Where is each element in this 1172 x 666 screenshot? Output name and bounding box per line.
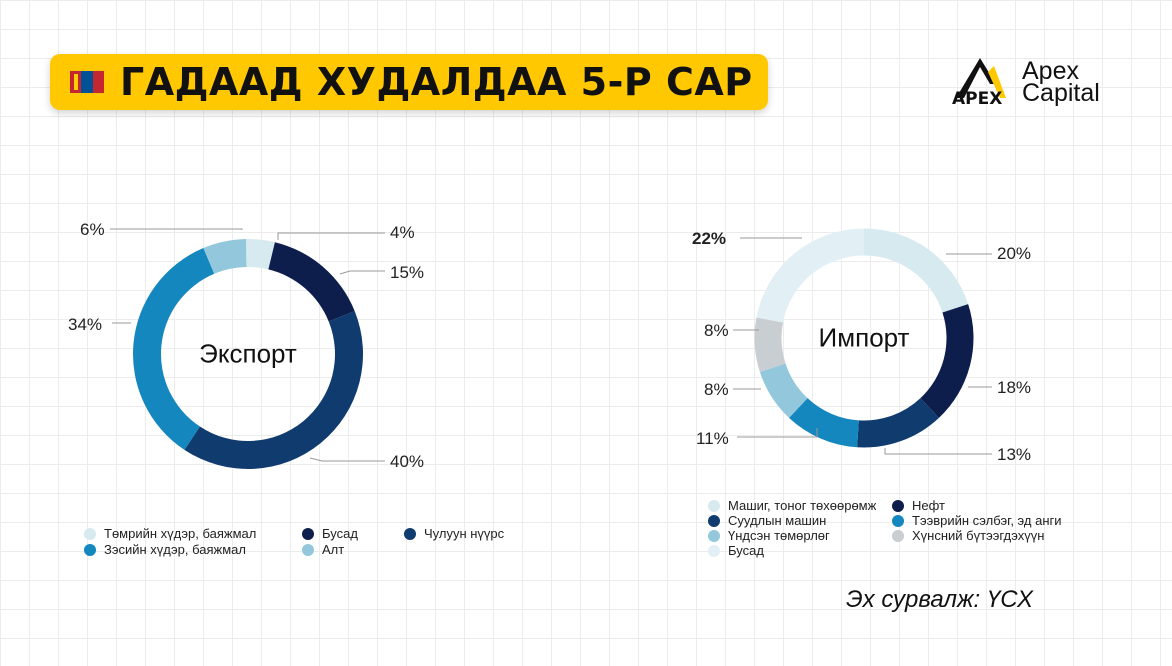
import-pct-label: 8% <box>704 380 729 399</box>
legend-label: Бусад <box>322 526 358 541</box>
import-donut-slice <box>857 398 939 448</box>
import-donut-slice <box>920 304 974 418</box>
legend-swatch <box>84 543 96 556</box>
source-note: Эх сурвалж: ҮСХ <box>846 586 1034 613</box>
export-donut-slice <box>184 311 363 469</box>
import-donut-slice <box>759 363 808 418</box>
import-donut-slice <box>789 398 859 448</box>
legend-label: Зэсийн хүдэр, баяжмал <box>104 542 246 557</box>
leader-line <box>884 448 992 455</box>
export-center-label: Экспорт <box>199 338 297 369</box>
import-donut-slice <box>756 228 864 323</box>
mongolia-flag-icon <box>70 71 104 93</box>
leader-line <box>309 457 385 462</box>
legend-swatch <box>84 527 96 540</box>
import-pct-label: 11% <box>696 429 729 448</box>
import-pct-label: 22% <box>692 229 727 248</box>
export-pct-label: 4% <box>390 223 415 242</box>
legend-label: Бусад <box>728 543 764 558</box>
legend-item: Суудлын машин <box>708 513 826 528</box>
import-donut-slice <box>754 317 786 372</box>
leader-line <box>737 428 818 438</box>
import-center-label: Импорт <box>818 322 910 353</box>
legend-swatch <box>404 527 416 540</box>
legend-item: Хүнсний бүтээгдэхүүн <box>892 528 1044 543</box>
legend-item: Үндсэн төмөрлөг <box>708 528 830 543</box>
legend-item: Алт <box>302 542 344 557</box>
export-pct-label: 15% <box>390 263 425 282</box>
leader-line <box>110 228 243 230</box>
import-pct-label: 8% <box>704 321 729 340</box>
logo-brand-mark: APEX <box>952 89 1002 109</box>
legend-item: Чулуун нүүрс <box>404 526 504 541</box>
title-banner: ГАДААД ХУДАЛДАА 5-Р САР <box>50 54 768 110</box>
leader-line <box>339 270 385 275</box>
export-donut-slice <box>268 242 355 322</box>
legend-item: Машиг, тоног төхөөрөмж <box>708 498 876 513</box>
legend-swatch <box>708 529 720 542</box>
legend-swatch <box>302 527 314 540</box>
legend-label: Хүнсний бүтээгдэхүүн <box>912 528 1045 543</box>
legend-item: Нефт <box>892 498 945 513</box>
legend-swatch <box>302 543 314 556</box>
legend-label: Үндсэн төмөрлөг <box>728 528 830 543</box>
legend-label: Суудлын машин <box>728 513 827 528</box>
legend-label: Алт <box>322 542 345 557</box>
legend-item: Бусад <box>302 526 358 541</box>
legend-swatch <box>708 499 720 512</box>
legend-label: Төмрийн хүдэр, баяжмал <box>104 526 257 541</box>
export-pct-label: 6% <box>80 220 105 239</box>
page-title: ГАДААД ХУДАЛДАА 5-Р САР <box>120 60 753 104</box>
legend-item: Тээврийн сэлбэг, эд анги <box>892 513 1062 528</box>
logo-line2: Capital <box>1022 79 1100 107</box>
legend-swatch <box>708 544 720 557</box>
legend-label: Чулуун нүүрс <box>424 526 505 541</box>
legend-swatch <box>892 499 904 512</box>
export-donut-slice <box>132 247 215 450</box>
legend-item: Зэсийн хүдэр, баяжмал <box>84 542 246 557</box>
import-pct-label: 20% <box>997 244 1032 263</box>
legend-swatch <box>892 529 904 542</box>
logo-wordmark: Apex Capital <box>1022 57 1100 107</box>
legend-label: Машиг, тоног төхөөрөмж <box>728 498 877 513</box>
import-donut-slice <box>864 228 969 313</box>
legend-label: Нефт <box>912 498 945 513</box>
import-pct-label: 18% <box>997 378 1032 397</box>
export-donut-slice <box>203 239 247 274</box>
legend-swatch <box>708 514 720 527</box>
legend-item: Бусад <box>708 543 764 558</box>
apex-capital-logo: APEX Apex Capital <box>950 52 1120 112</box>
logo-line1: Apex <box>1022 57 1079 85</box>
apex-logo-mark-icon: APEX <box>952 58 1006 109</box>
import-pct-label: 13% <box>997 445 1032 464</box>
leader-line <box>277 232 385 240</box>
legend-item: Төмрийн хүдэр, баяжмал <box>84 526 256 541</box>
legend-label: Тээврийн сэлбэг, эд анги <box>912 513 1062 528</box>
export-pct-label: 34% <box>68 315 103 334</box>
export-pct-label: 40% <box>390 452 425 471</box>
export-donut-slice <box>245 239 275 270</box>
legend-swatch <box>892 514 904 527</box>
